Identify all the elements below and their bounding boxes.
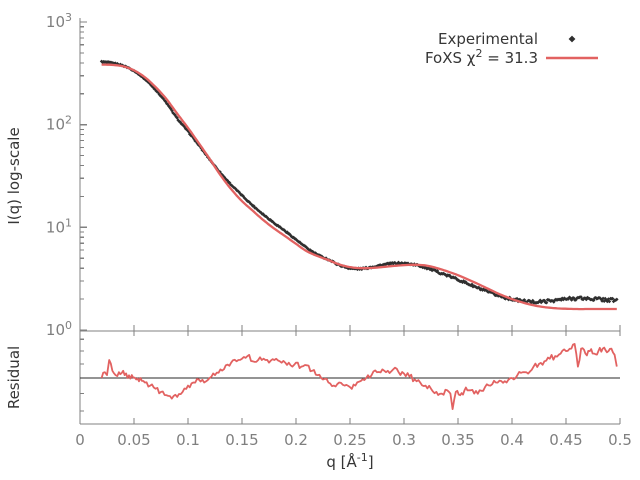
x-tick-label: 0.25 xyxy=(333,431,366,449)
legend-label-experimental: Experimental xyxy=(438,30,538,48)
xlabel: q [Å-1] xyxy=(326,451,373,471)
axis-titles: q [Å-1] I(q) log-scale Residual xyxy=(5,127,374,471)
ylabel-residual: Residual xyxy=(5,346,23,409)
x-tick-label: 0 xyxy=(75,431,85,449)
x-tick-label: 0.05 xyxy=(117,431,150,449)
x-tick-label: 0.2 xyxy=(284,431,308,449)
y-tick-label: 100 xyxy=(46,319,72,339)
profile-panel xyxy=(99,59,619,311)
foxs-fit-line xyxy=(101,63,617,311)
tick-labels: 0 0.05 0.1 0.15 0.2 0.25 0.3 0.35 0.4 0.45 0.5 100 1… xyxy=(46,11,632,449)
x-tick-label: 0.5 xyxy=(608,431,632,449)
x-tick-label: 0.4 xyxy=(500,431,524,449)
legend-label-foxs: FoXS χ2 = 31.3 xyxy=(425,47,538,67)
x-tick-label: 0.15 xyxy=(225,431,258,449)
x-tick-label: 0.35 xyxy=(441,431,474,449)
x-tick-label: 0.3 xyxy=(392,431,416,449)
axes xyxy=(79,18,621,425)
ylabel-profile: I(q) log-scale xyxy=(5,127,23,224)
y-tick-label: 102 xyxy=(46,114,72,134)
y-tick-label: 103 xyxy=(46,11,72,31)
y-tick-label: 101 xyxy=(46,216,72,236)
x-tick-label: 0.1 xyxy=(176,431,200,449)
x-tick-label: 0.45 xyxy=(549,431,582,449)
residual-panel xyxy=(80,342,620,411)
legend-marker-experimental xyxy=(568,35,576,43)
residual-line xyxy=(100,342,618,411)
